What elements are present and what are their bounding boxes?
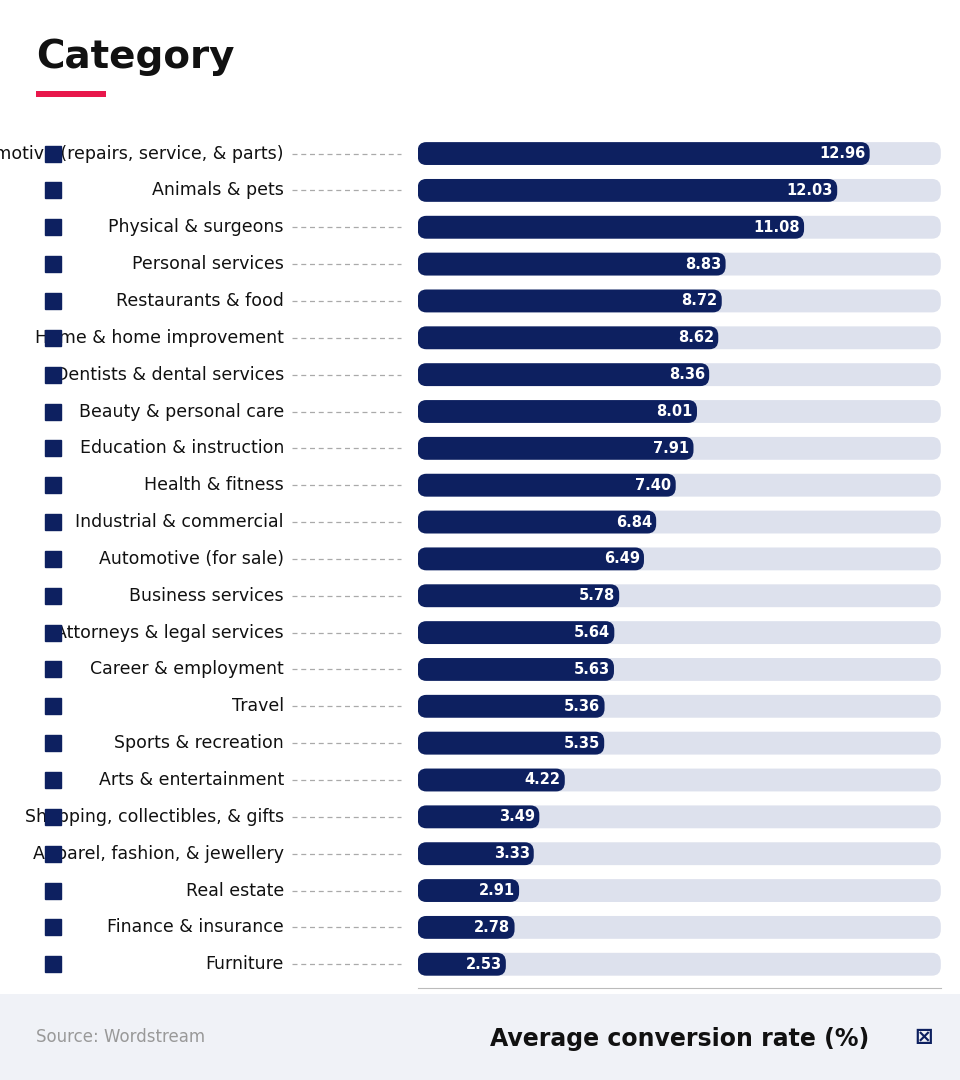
FancyBboxPatch shape bbox=[418, 511, 941, 534]
FancyBboxPatch shape bbox=[418, 400, 941, 423]
FancyBboxPatch shape bbox=[418, 842, 534, 865]
FancyBboxPatch shape bbox=[418, 658, 941, 680]
Text: Animals & pets: Animals & pets bbox=[152, 181, 284, 200]
FancyBboxPatch shape bbox=[418, 806, 540, 828]
FancyBboxPatch shape bbox=[418, 916, 941, 939]
Text: Dentists & dental services: Dentists & dental services bbox=[55, 366, 284, 383]
Text: 12.96: 12.96 bbox=[819, 146, 866, 161]
Text: 8.62: 8.62 bbox=[678, 330, 714, 346]
Text: Attorneys & legal services: Attorneys & legal services bbox=[56, 623, 284, 642]
FancyBboxPatch shape bbox=[418, 437, 941, 460]
Text: 2.78: 2.78 bbox=[474, 920, 511, 935]
FancyBboxPatch shape bbox=[418, 732, 604, 755]
Text: Shopping, collectibles, & gifts: Shopping, collectibles, & gifts bbox=[25, 808, 284, 826]
FancyBboxPatch shape bbox=[418, 548, 941, 570]
Text: Category: Category bbox=[36, 38, 235, 76]
Text: Source: Wordstream: Source: Wordstream bbox=[36, 1028, 205, 1045]
Text: 8.83: 8.83 bbox=[685, 257, 721, 271]
Text: Health & fitness: Health & fitness bbox=[144, 476, 284, 495]
Text: 6.49: 6.49 bbox=[604, 552, 639, 566]
Text: Personal services: Personal services bbox=[132, 255, 284, 273]
FancyBboxPatch shape bbox=[418, 953, 506, 975]
FancyBboxPatch shape bbox=[418, 769, 941, 792]
FancyBboxPatch shape bbox=[418, 216, 941, 239]
FancyBboxPatch shape bbox=[418, 584, 941, 607]
Text: 11.08: 11.08 bbox=[754, 219, 800, 234]
FancyBboxPatch shape bbox=[418, 253, 941, 275]
Text: Business services: Business services bbox=[130, 586, 284, 605]
Text: 7.91: 7.91 bbox=[653, 441, 689, 456]
Text: 8.36: 8.36 bbox=[669, 367, 705, 382]
Text: Furniture: Furniture bbox=[205, 955, 284, 973]
Text: Career & employment: Career & employment bbox=[90, 661, 284, 678]
Text: Arts & entertainment: Arts & entertainment bbox=[99, 771, 284, 789]
FancyBboxPatch shape bbox=[418, 179, 837, 202]
Text: 2.91: 2.91 bbox=[479, 883, 515, 899]
Text: Sports & recreation: Sports & recreation bbox=[114, 734, 284, 752]
FancyBboxPatch shape bbox=[418, 143, 941, 165]
FancyBboxPatch shape bbox=[418, 842, 941, 865]
FancyBboxPatch shape bbox=[418, 437, 693, 460]
FancyBboxPatch shape bbox=[418, 658, 614, 680]
Text: 6.84: 6.84 bbox=[616, 514, 652, 529]
Text: ⊠: ⊠ bbox=[914, 1027, 933, 1047]
FancyBboxPatch shape bbox=[418, 548, 644, 570]
Text: 5.36: 5.36 bbox=[564, 699, 600, 714]
Text: Real estate: Real estate bbox=[185, 881, 284, 900]
Text: 7.40: 7.40 bbox=[636, 477, 672, 492]
Text: 8.72: 8.72 bbox=[682, 294, 717, 309]
Text: 5.64: 5.64 bbox=[574, 625, 611, 640]
Text: Travel: Travel bbox=[232, 698, 284, 715]
FancyBboxPatch shape bbox=[418, 363, 709, 386]
FancyBboxPatch shape bbox=[418, 179, 941, 202]
FancyBboxPatch shape bbox=[418, 253, 726, 275]
Text: 4.22: 4.22 bbox=[524, 772, 561, 787]
FancyBboxPatch shape bbox=[418, 289, 941, 312]
Text: 3.49: 3.49 bbox=[499, 809, 535, 824]
Text: 5.35: 5.35 bbox=[564, 735, 600, 751]
Text: Automotive (for sale): Automotive (for sale) bbox=[99, 550, 284, 568]
FancyBboxPatch shape bbox=[418, 289, 722, 312]
FancyBboxPatch shape bbox=[418, 511, 657, 534]
Text: 8.01: 8.01 bbox=[657, 404, 693, 419]
Text: 5.63: 5.63 bbox=[574, 662, 610, 677]
Text: Industrial & commercial: Industrial & commercial bbox=[76, 513, 284, 531]
FancyBboxPatch shape bbox=[418, 143, 870, 165]
FancyBboxPatch shape bbox=[418, 326, 941, 349]
FancyBboxPatch shape bbox=[418, 916, 515, 939]
FancyBboxPatch shape bbox=[418, 806, 941, 828]
FancyBboxPatch shape bbox=[418, 400, 697, 423]
FancyBboxPatch shape bbox=[418, 879, 941, 902]
FancyBboxPatch shape bbox=[418, 584, 619, 607]
Text: Physical & surgeons: Physical & surgeons bbox=[108, 218, 284, 237]
Text: 5.78: 5.78 bbox=[579, 589, 615, 604]
FancyBboxPatch shape bbox=[418, 694, 941, 718]
Text: Apparel, fashion, & jewellery: Apparel, fashion, & jewellery bbox=[33, 845, 284, 863]
Text: 2.53: 2.53 bbox=[466, 957, 502, 972]
FancyBboxPatch shape bbox=[418, 216, 804, 239]
Text: Education & instruction: Education & instruction bbox=[80, 440, 284, 457]
FancyBboxPatch shape bbox=[418, 694, 605, 718]
FancyBboxPatch shape bbox=[418, 769, 564, 792]
Text: 3.33: 3.33 bbox=[493, 847, 530, 861]
Text: Average conversion rate (%): Average conversion rate (%) bbox=[490, 1027, 869, 1051]
Text: Restaurants & food: Restaurants & food bbox=[116, 292, 284, 310]
FancyBboxPatch shape bbox=[418, 879, 519, 902]
Text: 12.03: 12.03 bbox=[786, 183, 833, 198]
FancyBboxPatch shape bbox=[418, 363, 941, 386]
Text: Automotive (repairs, service, & parts): Automotive (repairs, service, & parts) bbox=[0, 145, 284, 163]
Text: Beauty & personal care: Beauty & personal care bbox=[79, 403, 284, 420]
FancyBboxPatch shape bbox=[418, 621, 941, 644]
FancyBboxPatch shape bbox=[418, 732, 941, 755]
FancyBboxPatch shape bbox=[418, 326, 718, 349]
FancyBboxPatch shape bbox=[418, 953, 941, 975]
FancyBboxPatch shape bbox=[418, 474, 676, 497]
Text: Finance & insurance: Finance & insurance bbox=[108, 918, 284, 936]
Text: Home & home improvement: Home & home improvement bbox=[36, 328, 284, 347]
FancyBboxPatch shape bbox=[418, 621, 614, 644]
FancyBboxPatch shape bbox=[418, 474, 941, 497]
